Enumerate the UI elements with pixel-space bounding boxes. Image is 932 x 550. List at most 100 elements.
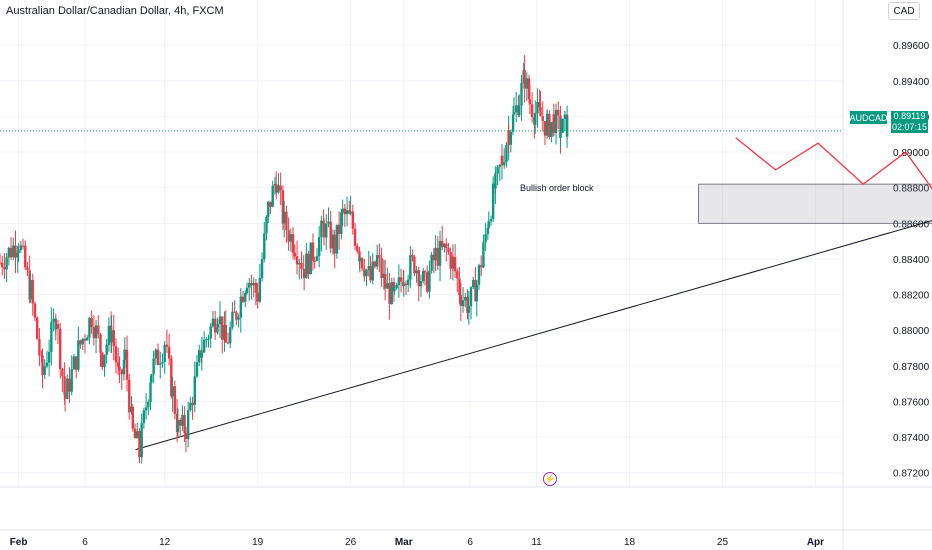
candle: [545, 113, 549, 120]
candle: [273, 183, 277, 186]
candle: [358, 251, 361, 262]
candle: [287, 230, 290, 242]
time-tick-label: Mar: [395, 537, 413, 548]
candle: [458, 278, 461, 296]
candle: [138, 452, 141, 458]
candle: [66, 378, 69, 399]
candle: [456, 271, 459, 279]
currency-button[interactable]: CAD: [888, 2, 920, 20]
candle: [543, 121, 547, 136]
candle: [390, 282, 393, 304]
candle: [211, 318, 215, 327]
candle: [335, 224, 339, 254]
time-tick-label: 6: [82, 537, 88, 548]
candle: [90, 318, 93, 328]
candle: [14, 245, 17, 258]
candle: [59, 328, 62, 370]
candle: [233, 311, 236, 313]
candle: [402, 283, 405, 287]
candle: [491, 183, 495, 220]
candle: [534, 113, 537, 125]
candle: [514, 105, 518, 113]
candle: [83, 338, 87, 341]
candle: [61, 369, 64, 377]
candle: [235, 312, 238, 320]
candle: [263, 233, 266, 260]
candles-layer: [0, 55, 569, 464]
candle: [19, 245, 23, 250]
candle: [241, 296, 245, 302]
candle: [395, 285, 398, 288]
candle: [419, 281, 423, 287]
candle: [167, 346, 171, 359]
candle: [298, 262, 301, 265]
candle: [360, 258, 364, 269]
candle: [209, 326, 212, 339]
lightning-icon[interactable]: ⚡: [543, 472, 557, 486]
candle: [367, 266, 370, 271]
candle: [541, 116, 544, 122]
candle: [142, 410, 146, 424]
candle: [183, 415, 186, 433]
candle: [72, 356, 76, 370]
candle: [254, 283, 258, 293]
candle: [133, 428, 137, 439]
candle: [295, 256, 299, 265]
candle: [244, 292, 247, 302]
candle: [307, 253, 310, 275]
candle: [123, 349, 127, 360]
candle: [411, 255, 414, 257]
candle: [530, 104, 534, 117]
candle: [500, 155, 504, 166]
candle: [293, 252, 297, 257]
candle: [144, 407, 148, 411]
candle: [430, 254, 433, 271]
candle: [341, 208, 344, 213]
candle: [536, 101, 539, 114]
candle: [351, 211, 355, 229]
candle: [171, 386, 174, 397]
candle: [181, 415, 184, 426]
candle: [140, 423, 143, 458]
candle: [313, 260, 316, 262]
candle: [337, 224, 341, 234]
candle: [110, 330, 113, 343]
candle: [149, 382, 152, 403]
candle: [494, 173, 497, 189]
candle: [388, 283, 391, 304]
candle: [281, 190, 285, 224]
candle: [451, 256, 455, 258]
candle: [561, 118, 564, 133]
candle: [223, 325, 226, 340]
candle: [329, 221, 332, 249]
candle: [52, 318, 55, 323]
candle: [275, 183, 278, 193]
candle: [464, 297, 467, 301]
candle: [252, 283, 255, 286]
candle: [505, 145, 508, 163]
candle: [406, 279, 410, 286]
candle: [373, 261, 377, 267]
price-tick-label: 0.87600: [893, 397, 930, 408]
candle: [447, 247, 450, 253]
candle: [260, 259, 264, 278]
candle: [538, 101, 541, 108]
candle: [156, 349, 160, 365]
candle: [518, 105, 521, 116]
candle: [29, 280, 32, 300]
candle: [438, 240, 442, 266]
candle: [35, 317, 39, 339]
candle: [309, 242, 312, 275]
candle: [163, 344, 166, 349]
candle: [16, 252, 19, 258]
candle: [12, 245, 15, 258]
candle: [63, 395, 67, 399]
candle: [469, 287, 473, 307]
candle: [152, 358, 155, 375]
candle: [31, 280, 34, 304]
candle: [114, 346, 118, 363]
candle: [477, 265, 481, 285]
candle: [70, 369, 73, 392]
price-tick-label: 0.87200: [893, 469, 930, 480]
